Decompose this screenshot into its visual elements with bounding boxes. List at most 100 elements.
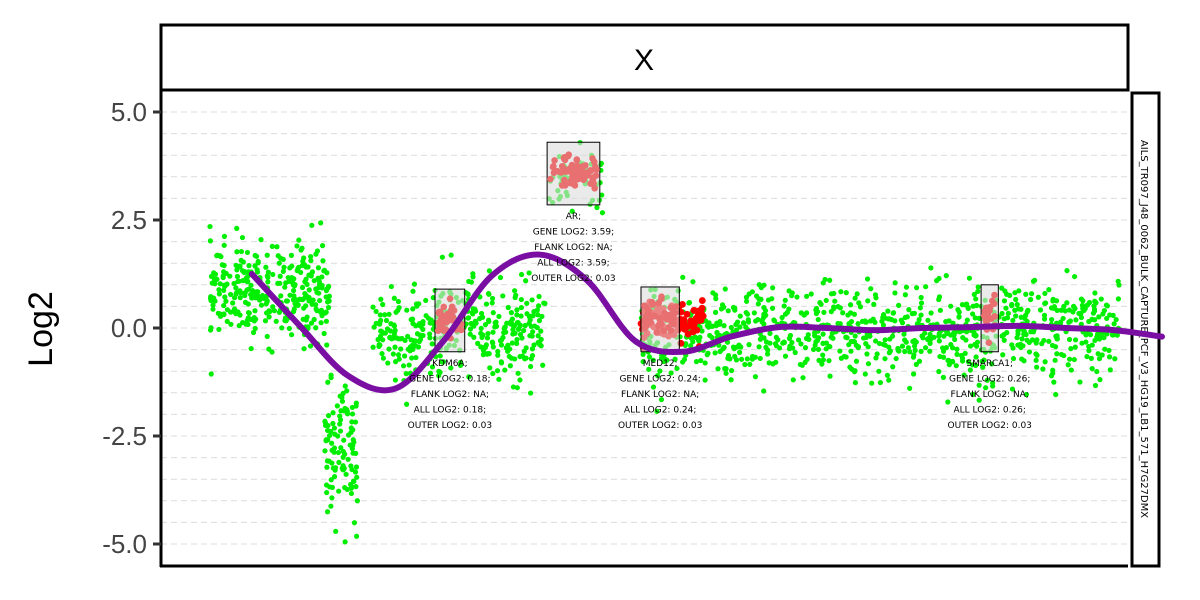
probe-point xyxy=(983,385,989,391)
probe-point xyxy=(764,351,771,357)
probe-point xyxy=(1094,368,1100,375)
gene-annotation-line: OUTER LOG2: 0.03 xyxy=(531,274,615,284)
probe-point xyxy=(974,339,981,345)
probe-point xyxy=(308,253,314,260)
gene-point xyxy=(644,309,652,317)
probe-point xyxy=(517,353,523,360)
probe-point xyxy=(465,315,471,321)
probe-point xyxy=(427,370,434,376)
probe-point xyxy=(823,297,829,304)
probe-point xyxy=(970,391,976,398)
probe-point xyxy=(967,367,973,373)
probe-point xyxy=(1080,298,1086,304)
gene-point xyxy=(667,327,675,334)
probe-point xyxy=(737,313,743,319)
probe-point xyxy=(265,274,271,281)
gene-annotation-line: FLANK LOG2: NA; xyxy=(621,390,699,400)
probe-point xyxy=(1072,344,1078,350)
gene-point xyxy=(573,156,581,164)
probe-point xyxy=(916,358,923,364)
probe-point xyxy=(527,333,533,339)
probe-point xyxy=(370,344,376,350)
probe-point xyxy=(410,306,416,312)
probe-point xyxy=(536,293,542,300)
probe-point xyxy=(341,437,347,443)
probe-point xyxy=(646,366,652,372)
probe-point xyxy=(319,313,325,319)
probe-point xyxy=(469,310,475,316)
probe-point xyxy=(964,329,970,335)
probe-point xyxy=(308,258,314,264)
probe-point xyxy=(208,371,214,377)
probe-point xyxy=(217,253,223,259)
probe-point xyxy=(721,344,727,350)
probe-point xyxy=(413,323,419,329)
gene-annotation-line: KDM6A; xyxy=(432,359,468,369)
probe-point xyxy=(239,234,246,241)
probe-point xyxy=(371,324,377,330)
probe-point xyxy=(209,280,215,286)
probe-point xyxy=(277,273,283,279)
probe-point xyxy=(279,325,285,331)
probe-point xyxy=(303,276,309,282)
probe-point xyxy=(1058,307,1064,313)
probe-point xyxy=(1023,291,1029,297)
probe-point xyxy=(899,343,906,349)
probe-point xyxy=(1106,354,1113,360)
probe-point xyxy=(952,336,958,343)
probe-point xyxy=(822,276,828,283)
probe-point xyxy=(749,356,755,362)
probe-point xyxy=(1001,316,1007,322)
gene-point xyxy=(587,167,594,174)
probe-point xyxy=(664,357,670,363)
probe-point xyxy=(517,377,523,383)
probe-point xyxy=(742,361,748,368)
gene-annotation-line: OUTER LOG2: 0.03 xyxy=(408,421,492,431)
probe-point xyxy=(242,292,248,299)
probe-point xyxy=(370,304,376,310)
probe-point xyxy=(512,294,518,301)
probe-point xyxy=(1028,296,1034,303)
probe-point xyxy=(299,284,306,291)
probe-point xyxy=(1078,314,1085,321)
probe-point xyxy=(478,325,484,332)
probe-point xyxy=(354,474,360,480)
probe-point xyxy=(286,325,292,332)
probe-point xyxy=(410,316,416,322)
probe-point xyxy=(1014,335,1020,341)
probe-point xyxy=(1106,347,1112,354)
probe-point xyxy=(270,304,276,310)
probe-point xyxy=(852,333,858,339)
probe-point xyxy=(744,356,750,362)
gene-point xyxy=(653,329,661,336)
probe-point xyxy=(282,284,288,290)
gene-point xyxy=(669,317,677,325)
gene-annotation-line: AR; xyxy=(566,212,581,222)
probe-point xyxy=(286,278,292,284)
probe-point xyxy=(237,295,243,301)
probe-point xyxy=(390,351,396,357)
flank-point xyxy=(680,316,688,324)
y-axis-label: Log2 xyxy=(22,291,60,367)
probe-point xyxy=(737,349,743,355)
probe-point xyxy=(686,300,692,306)
probe-point xyxy=(470,274,476,280)
probe-point xyxy=(885,308,891,314)
probe-point xyxy=(414,303,420,309)
probe-point xyxy=(803,335,810,342)
probe-point xyxy=(473,320,479,326)
probe-point xyxy=(880,314,886,321)
probe-point xyxy=(265,279,271,285)
probe-point xyxy=(706,320,712,326)
probe-point xyxy=(380,355,387,361)
probe-point xyxy=(712,350,718,356)
probe-point xyxy=(1022,315,1028,322)
gene-annotation-line: ALL LOG2: 0.18; xyxy=(414,405,487,415)
gene-annotation-line: OUTER LOG2: 0.03 xyxy=(618,421,702,431)
probe-point xyxy=(510,384,516,390)
probe-point xyxy=(302,295,308,301)
probe-point xyxy=(693,359,700,365)
probe-point xyxy=(378,296,384,302)
probe-point xyxy=(773,334,779,340)
probe-point xyxy=(408,337,414,343)
